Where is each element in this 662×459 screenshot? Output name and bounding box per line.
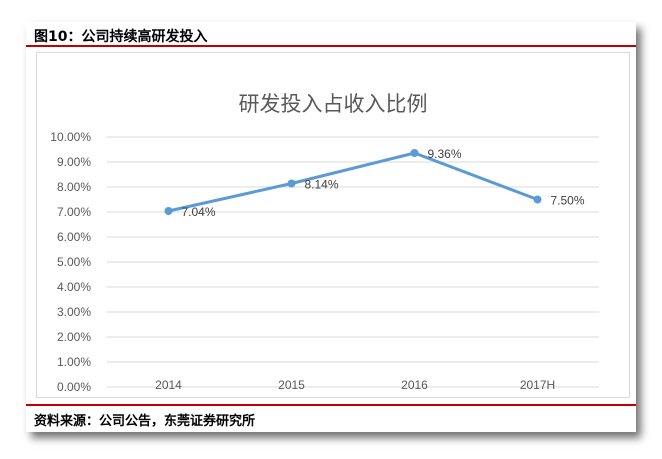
bottom-rule [26,404,636,406]
y-tick-label: 5.00% [57,255,91,269]
chart-title: 研发投入占收入比例 [239,93,428,116]
data-label: 7.50% [551,194,585,208]
y-tick-label: 9.00% [57,155,91,169]
x-tick-label: 2015 [278,378,305,392]
data-point [287,179,296,188]
data-label: 8.14% [305,178,339,192]
series-line [168,151,539,213]
line-chart: 研发投入占收入比例 0.00% 1.00% 2.00% 3.00% 4.00% 5.00%… [50,93,599,394]
figure-title: 图10：公司持续高研发投入 [34,29,208,45]
y-tick-label: 1.00% [57,355,91,369]
top-rule [26,45,636,47]
figure-card: 图10：公司持续高研发投入 研发投入占收入比例 0.00% 1.00% 2.00% 3… [26,22,636,432]
source-note: 资料来源：公司公告，东莞证券研究所 [34,414,256,429]
y-tick-label: 6.00% [57,230,91,244]
data-label: 9.36% [428,147,462,161]
data-point [410,149,419,157]
y-tick-label: 4.00% [57,280,91,294]
data-point [164,207,173,215]
y-tick-label: 7.00% [57,205,91,219]
data-point [533,195,542,204]
x-tick-label: 2016 [401,378,428,392]
x-tick-label: 2017H [520,378,555,392]
data-label: 7.04% [182,205,216,219]
y-tick-label: 2.00% [57,330,91,344]
y-tick-label: 3.00% [57,305,91,319]
y-tick-label: 10.00% [50,130,91,144]
y-tick-label: 8.00% [57,180,91,194]
chart-area: 研发投入占收入比例 0.00% 1.00% 2.00% 3.00% 4.00% 5.00%… [36,52,630,398]
x-tick-label: 2014 [155,378,182,392]
y-tick-label: 0.00% [57,380,91,394]
